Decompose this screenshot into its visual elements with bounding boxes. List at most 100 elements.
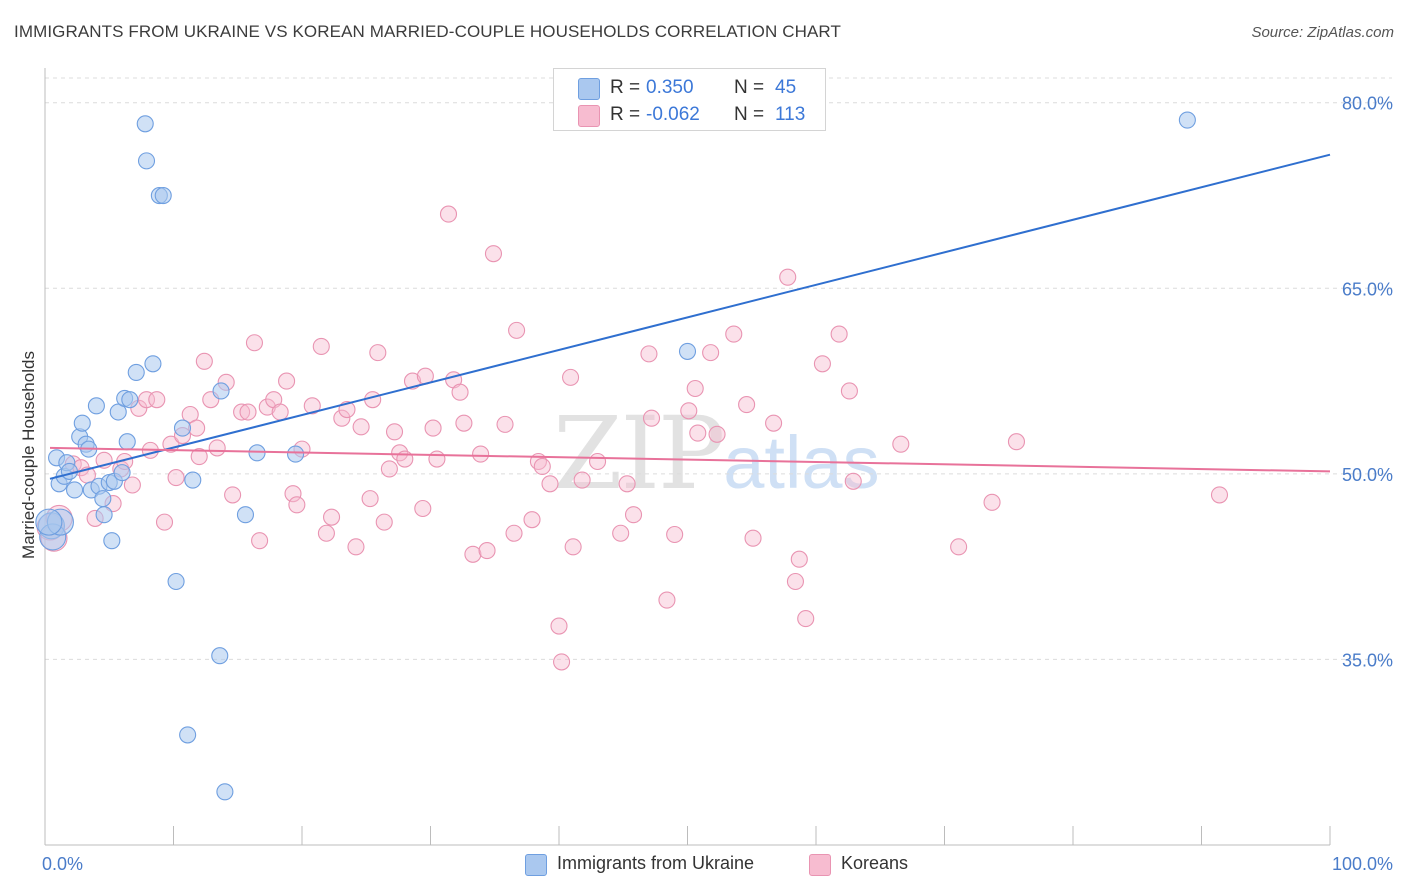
korean-point bbox=[484, 245, 503, 263]
y-axis-label: Married-couple Households bbox=[19, 351, 38, 559]
korean-point bbox=[137, 391, 156, 409]
korean-point bbox=[533, 457, 551, 475]
korean-point bbox=[708, 425, 726, 443]
korean-point bbox=[239, 403, 257, 421]
y-tick-label: 80.0% bbox=[1342, 94, 1393, 114]
korean-point bbox=[624, 506, 643, 524]
korean-point bbox=[233, 403, 251, 421]
korean-point bbox=[333, 409, 351, 427]
x-tick-label-start: 0.0% bbox=[42, 854, 83, 874]
korean-point bbox=[680, 402, 698, 420]
ukraine-point bbox=[144, 355, 162, 373]
korean-point bbox=[983, 493, 1001, 511]
korean-point bbox=[744, 529, 762, 547]
korean-point bbox=[361, 490, 379, 508]
korean-point bbox=[840, 382, 858, 400]
ukraine-point bbox=[154, 186, 172, 205]
korean-point bbox=[640, 345, 658, 363]
korean-point bbox=[573, 471, 591, 489]
ukraine-point bbox=[211, 647, 229, 665]
korean-point bbox=[541, 475, 559, 493]
ukraine-point bbox=[60, 462, 78, 480]
korean-point bbox=[523, 511, 541, 529]
korean-point bbox=[369, 344, 387, 362]
korean-point bbox=[317, 524, 335, 542]
ukraine-point bbox=[248, 444, 266, 462]
gridlines bbox=[45, 77, 1392, 660]
ukraine-point bbox=[118, 433, 136, 451]
korean-point bbox=[564, 538, 582, 556]
watermark-zip: ZIP bbox=[553, 395, 725, 512]
legend-n-label: N = bbox=[734, 104, 765, 125]
ukraine-point bbox=[236, 506, 255, 524]
bottom-legend-label: Koreans bbox=[841, 853, 909, 873]
legend-swatch-koreans bbox=[578, 105, 600, 127]
legend-swatch-ukraine bbox=[578, 78, 600, 100]
korean-point bbox=[765, 414, 783, 432]
korean-point bbox=[284, 485, 302, 503]
korean-point bbox=[472, 445, 490, 463]
ukraine-point bbox=[216, 783, 234, 801]
korean-point bbox=[167, 469, 185, 487]
ukraine-point bbox=[35, 508, 63, 536]
korean-point bbox=[303, 397, 321, 415]
legend-n-label: N = bbox=[734, 77, 765, 98]
legend-r-label: R = bbox=[610, 104, 641, 125]
ukraine-point bbox=[94, 490, 112, 508]
korean-point bbox=[779, 268, 797, 286]
ukraine-points bbox=[35, 111, 1196, 801]
korean-point bbox=[478, 542, 496, 560]
ukraine-point bbox=[73, 414, 91, 432]
korean-point bbox=[414, 499, 432, 518]
korean-point bbox=[312, 337, 330, 356]
korean-point bbox=[830, 325, 848, 343]
korean-point bbox=[1007, 433, 1026, 451]
korean-point bbox=[271, 403, 289, 421]
korean-point bbox=[892, 435, 910, 453]
correlation-legend: R = 0.350 N = 45 R = -0.062 N = 113 bbox=[553, 68, 826, 131]
korean-point bbox=[155, 513, 174, 531]
ukraine-point bbox=[87, 397, 105, 415]
korean-point bbox=[505, 524, 523, 542]
trend-lines bbox=[49, 153, 1331, 480]
korean-point bbox=[251, 532, 269, 550]
korean-point bbox=[278, 372, 296, 390]
korean-point bbox=[725, 325, 743, 343]
korean-point bbox=[323, 508, 341, 526]
korean-point bbox=[148, 391, 166, 409]
axes bbox=[44, 68, 1331, 846]
korean-point bbox=[195, 352, 213, 370]
korean-point bbox=[208, 439, 226, 457]
bottom-legend-swatch-ukraine bbox=[525, 854, 547, 876]
korean-point bbox=[347, 538, 365, 556]
ukraine-point bbox=[66, 481, 84, 499]
korean-point bbox=[553, 653, 571, 671]
chart-title: IMMIGRANTS FROM UKRAINE VS KOREAN MARRIE… bbox=[14, 22, 841, 41]
korean-point bbox=[428, 450, 446, 468]
ukraine-point bbox=[136, 115, 154, 133]
korean-point bbox=[375, 513, 393, 531]
korean-point bbox=[813, 355, 831, 373]
korean-point bbox=[224, 486, 242, 504]
legend-n-value: 113 bbox=[775, 104, 806, 125]
korean-point bbox=[288, 496, 306, 514]
ukraine-point bbox=[113, 464, 131, 482]
korean-point bbox=[1210, 486, 1229, 504]
korean-point bbox=[738, 396, 756, 414]
ukraine-trend-line bbox=[49, 153, 1331, 480]
ukraine-point bbox=[121, 391, 139, 409]
korean-point bbox=[424, 419, 442, 437]
korean-point bbox=[618, 475, 636, 493]
korean-point bbox=[364, 391, 382, 409]
source-label: Source: ZipAtlas.com bbox=[1251, 24, 1394, 41]
korean-point bbox=[786, 572, 804, 591]
ukraine-point bbox=[212, 382, 230, 400]
ukraine-point bbox=[127, 363, 145, 381]
legend-n-value: 45 bbox=[775, 77, 797, 98]
ukraine-point bbox=[173, 419, 192, 437]
x-tick-label-end: 100.0% bbox=[1332, 854, 1393, 874]
korean-point bbox=[245, 334, 264, 352]
ukraine-point bbox=[1178, 111, 1196, 129]
korean-point bbox=[451, 383, 469, 401]
